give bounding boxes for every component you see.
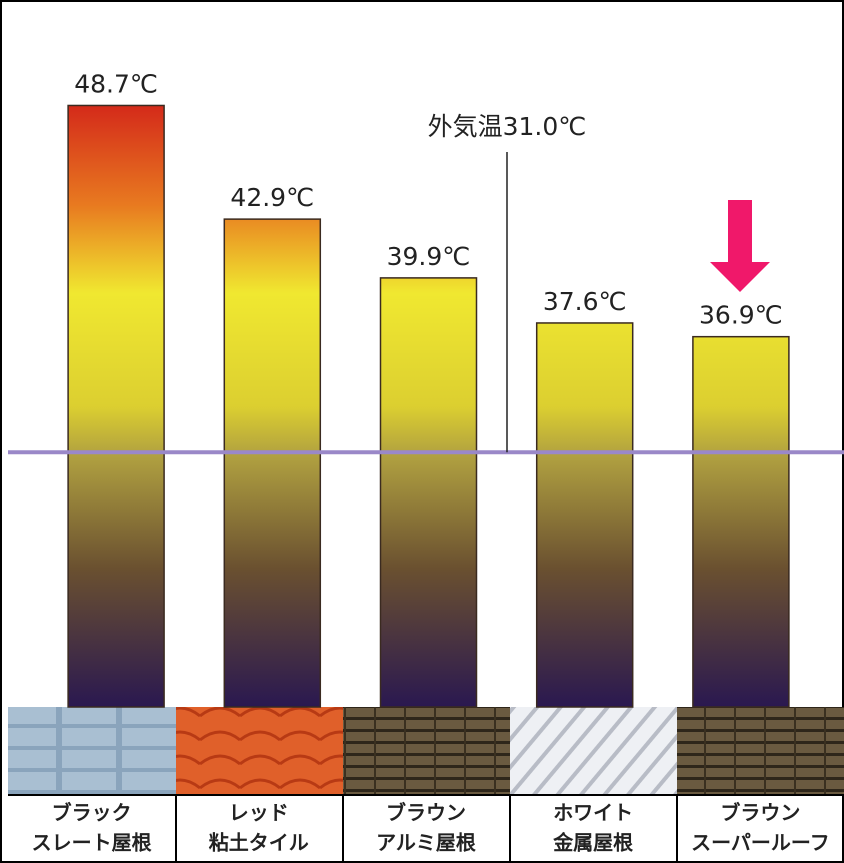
category-label: 金属屋根 [552, 831, 633, 855]
value-label: 42.9℃ [230, 183, 314, 212]
category-label: ブラック [52, 801, 132, 825]
bar [535, 322, 634, 708]
category-label: 粘土タイル [209, 831, 309, 855]
label-cells [8, 794, 844, 863]
category-label: ホワイト [553, 801, 633, 825]
category-label: スーパールーフ [691, 831, 830, 855]
bar [692, 335, 790, 708]
value-label: 48.7℃ [74, 69, 158, 98]
category-label: スレート屋根 [32, 831, 152, 855]
bar [223, 218, 322, 708]
category-label: ブラウン [720, 801, 800, 825]
bar [67, 104, 165, 708]
bar [379, 277, 478, 708]
category-label: ブラウン [386, 801, 466, 825]
roof-textures [8, 707, 844, 795]
reference-label: 外気温31.0℃ [428, 112, 587, 141]
value-label: 37.6℃ [543, 287, 627, 316]
value-label: 39.9℃ [387, 242, 471, 271]
category-label: アルミ屋根 [376, 831, 476, 855]
highlight-arrow [710, 200, 770, 292]
category-label: レッド [229, 801, 289, 825]
value-label: 36.9℃ [699, 301, 783, 330]
